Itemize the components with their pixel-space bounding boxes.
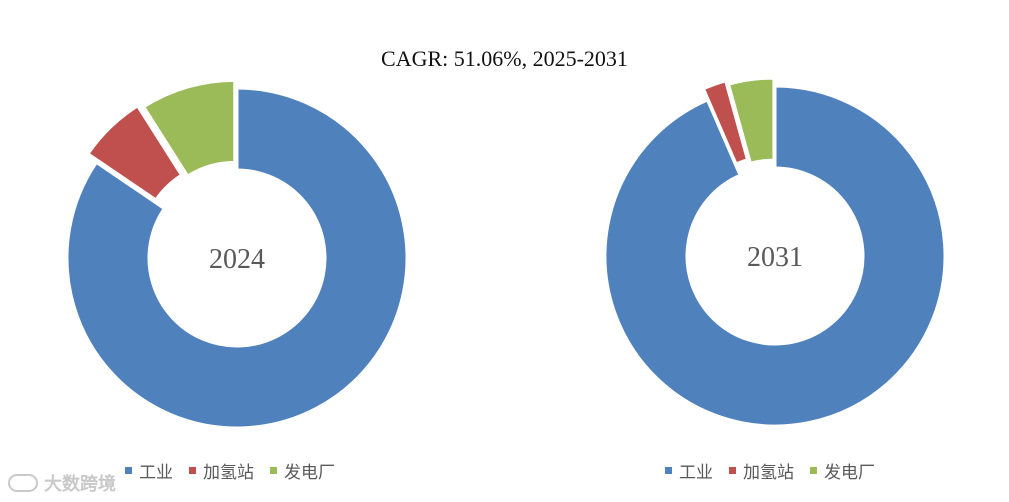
donut-slice-power-plant (726, 76, 776, 166)
legend-item-power-plant: 发电厂 (810, 458, 875, 483)
legend-label-industry: 工业 (139, 463, 173, 483)
legend-label-power-plant: 发电厂 (284, 463, 335, 483)
legend-swatch-industry (665, 467, 672, 474)
legend-item-industry: 工业 (665, 458, 713, 483)
legend-item-power-plant: 发电厂 (270, 458, 335, 483)
legend-label-hydrogen-station: 加氢站 (743, 463, 794, 483)
donut-center-label: 2024 (209, 244, 265, 275)
watermark-text: 大数跨境 (44, 474, 116, 495)
donut-slice-hydrogen-station (701, 79, 750, 166)
legend-swatch-hydrogen-station (189, 467, 196, 474)
legend-label-industry: 工业 (679, 463, 713, 483)
legend-item-hydrogen-station: 加氢站 (189, 458, 254, 483)
legend-item-industry: 工业 (125, 458, 173, 483)
legend-2024: 工业 加氢站 发电厂 (125, 458, 351, 483)
legend-swatch-power-plant (810, 467, 817, 474)
legend-swatch-power-plant (270, 467, 277, 474)
legend-swatch-hydrogen-station (729, 467, 736, 474)
donut-slice-hydrogen-station (85, 103, 184, 203)
legend-label-power-plant: 发电厂 (824, 463, 875, 483)
legend-2031: 工业 加氢站 发电厂 (665, 458, 891, 483)
watermark: 大数跨境 (8, 470, 116, 496)
donut-center-label: 2031 (747, 242, 803, 273)
donut-slice-industry (603, 84, 947, 428)
chart-title: CAGR: 51.06%, 2025-2031 (381, 46, 628, 71)
watermark-logo-icon (8, 474, 38, 492)
donut-slice-power-plant (141, 78, 237, 179)
legend-swatch-industry (125, 467, 132, 474)
legend-item-hydrogen-station: 加氢站 (729, 458, 794, 483)
legend-label-hydrogen-station: 加氢站 (203, 463, 254, 483)
donut-slice-industry (65, 86, 409, 430)
